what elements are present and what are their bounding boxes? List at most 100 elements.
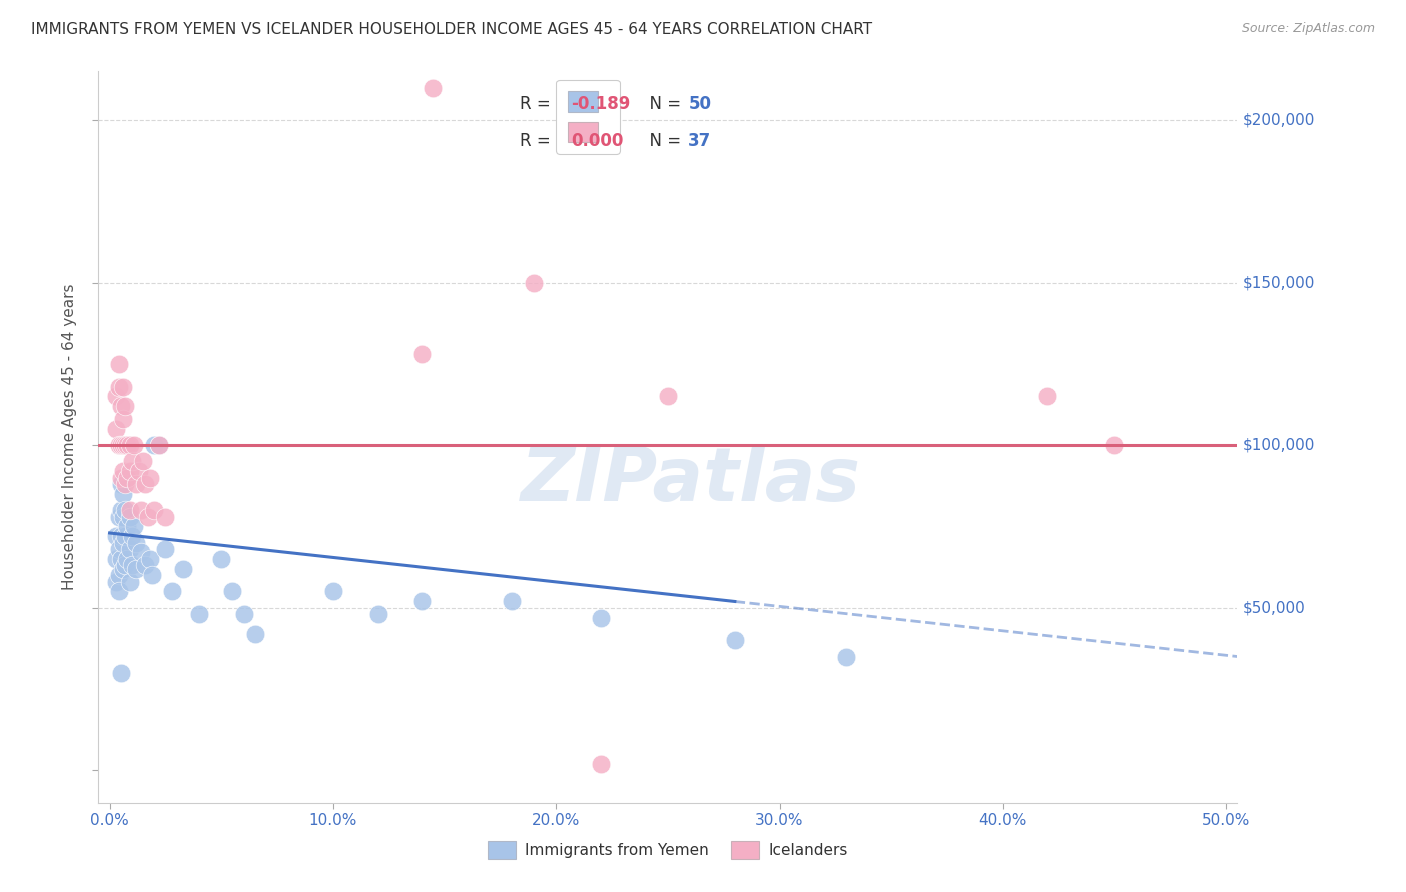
Point: [110, 438, 132, 452]
Point: [128, 464, 150, 478]
Point: [1104, 438, 1126, 452]
Point: [121, 529, 143, 543]
Point: [114, 399, 136, 413]
Point: [110, 665, 132, 680]
Point: [322, 584, 344, 599]
Point: [657, 389, 679, 403]
Point: [134, 477, 156, 491]
Point: [114, 558, 136, 573]
Text: R =: R =: [520, 132, 555, 150]
Point: [111, 380, 134, 394]
Point: [129, 503, 152, 517]
Point: [117, 552, 139, 566]
Point: [107, 542, 129, 557]
Point: [114, 503, 136, 517]
Point: [111, 535, 134, 549]
Point: [136, 509, 159, 524]
Text: $200,000: $200,000: [1243, 112, 1315, 128]
Point: [125, 477, 148, 491]
Point: [111, 487, 134, 501]
Point: [209, 552, 232, 566]
Point: [129, 545, 152, 559]
Point: [172, 562, 194, 576]
Point: [132, 454, 155, 468]
Text: IMMIGRANTS FROM YEMEN VS ICELANDER HOUSEHOLDER INCOME AGES 45 - 64 YEARS CORRELA: IMMIGRANTS FROM YEMEN VS ICELANDER HOUSE…: [31, 22, 872, 37]
Point: [110, 477, 132, 491]
Point: [114, 529, 136, 543]
Text: 0.000: 0.000: [571, 132, 623, 150]
Point: [111, 509, 134, 524]
Point: [105, 552, 128, 566]
Point: [107, 380, 129, 394]
Point: [523, 276, 546, 290]
Point: [118, 464, 141, 478]
Point: [1036, 389, 1059, 403]
Point: [118, 574, 141, 589]
Point: [117, 471, 139, 485]
Point: [148, 438, 170, 452]
Point: [107, 584, 129, 599]
Point: [160, 584, 183, 599]
Text: 50: 50: [689, 95, 711, 113]
Text: $150,000: $150,000: [1243, 275, 1315, 290]
Point: [122, 438, 145, 452]
Text: -0.189: -0.189: [571, 95, 630, 113]
Point: [411, 347, 433, 361]
Point: [243, 626, 266, 640]
Point: [118, 438, 141, 452]
Point: [141, 568, 163, 582]
Point: [107, 438, 129, 452]
Point: [122, 519, 145, 533]
Point: [118, 509, 141, 524]
Point: [105, 389, 128, 403]
Text: N =: N =: [640, 95, 686, 113]
Point: [148, 438, 170, 452]
Point: [835, 649, 858, 664]
Point: [232, 607, 254, 622]
Point: [107, 357, 129, 371]
Point: [111, 464, 134, 478]
Point: [118, 542, 141, 557]
Point: [221, 584, 243, 599]
Point: [139, 552, 162, 566]
Point: [105, 529, 128, 543]
Point: [107, 568, 129, 582]
Text: $100,000: $100,000: [1243, 438, 1315, 453]
Point: [143, 438, 166, 452]
Point: [121, 558, 143, 573]
Point: [143, 503, 166, 517]
Point: [111, 438, 134, 452]
Point: [367, 607, 389, 622]
Point: [155, 542, 177, 557]
Point: [110, 471, 132, 485]
Point: [111, 562, 134, 576]
Point: [411, 594, 433, 608]
Point: [110, 552, 132, 566]
Text: ZIPatlas: ZIPatlas: [520, 444, 860, 517]
Point: [107, 509, 129, 524]
Point: [114, 477, 136, 491]
Point: [114, 438, 136, 452]
Point: [110, 529, 132, 543]
Point: [589, 756, 612, 771]
Point: [118, 503, 141, 517]
Point: [125, 562, 148, 576]
Point: [105, 574, 128, 589]
Text: Source: ZipAtlas.com: Source: ZipAtlas.com: [1241, 22, 1375, 36]
Point: [155, 509, 177, 524]
Legend: Immigrants from Yemen, Icelanders: Immigrants from Yemen, Icelanders: [482, 835, 853, 864]
Point: [139, 471, 162, 485]
Point: [117, 519, 139, 533]
Point: [121, 454, 143, 468]
Y-axis label: Householder Income Ages 45 - 64 years: Householder Income Ages 45 - 64 years: [62, 284, 77, 591]
Point: [422, 80, 444, 95]
Point: [501, 594, 523, 608]
Point: [105, 422, 128, 436]
Point: [125, 535, 148, 549]
Point: [589, 610, 612, 624]
Text: N =: N =: [640, 132, 686, 150]
Text: $50,000: $50,000: [1243, 600, 1306, 615]
Point: [134, 558, 156, 573]
Point: [187, 607, 209, 622]
Text: R =: R =: [520, 95, 555, 113]
